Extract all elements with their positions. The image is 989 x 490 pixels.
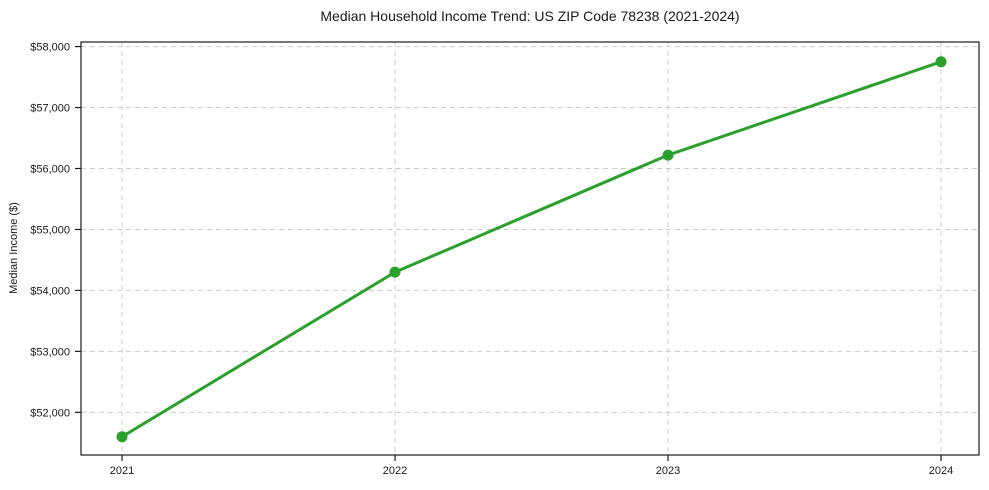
data-point-2022 [389, 266, 401, 278]
y-tick-label: $56,000 [30, 163, 70, 175]
y-tick-label: $55,000 [30, 224, 70, 236]
data-point-2023 [662, 149, 674, 161]
axis-ticks [75, 45, 942, 461]
plot-border [80, 41, 980, 456]
data-point-2024 [935, 56, 947, 68]
y-tick-label: $54,000 [30, 285, 70, 297]
x-tick-label: 2021 [110, 465, 134, 477]
x-tick-label: 2022 [383, 465, 407, 477]
income-trend-line [120, 60, 943, 439]
y-tick-label: $58,000 [30, 42, 70, 54]
axis-tick-labels: 2021 2022 2023 2024 $52,000 $53,000 $54,000 $55… [30, 42, 953, 477]
income-series [116, 56, 947, 443]
data-point-2021 [116, 431, 128, 443]
x-tick-label: 2023 [656, 465, 680, 477]
y-axis-label: Median Income ($) [8, 202, 20, 294]
chart-title: Median Household Income Trend: US ZIP Co… [320, 8, 739, 24]
y-tick-label: $53,000 [30, 346, 70, 358]
x-tick-label: 2024 [929, 465, 953, 477]
y-tick-label: $57,000 [30, 103, 70, 115]
gridlines [81, 42, 979, 455]
y-tick-label: $52,000 [30, 407, 70, 419]
